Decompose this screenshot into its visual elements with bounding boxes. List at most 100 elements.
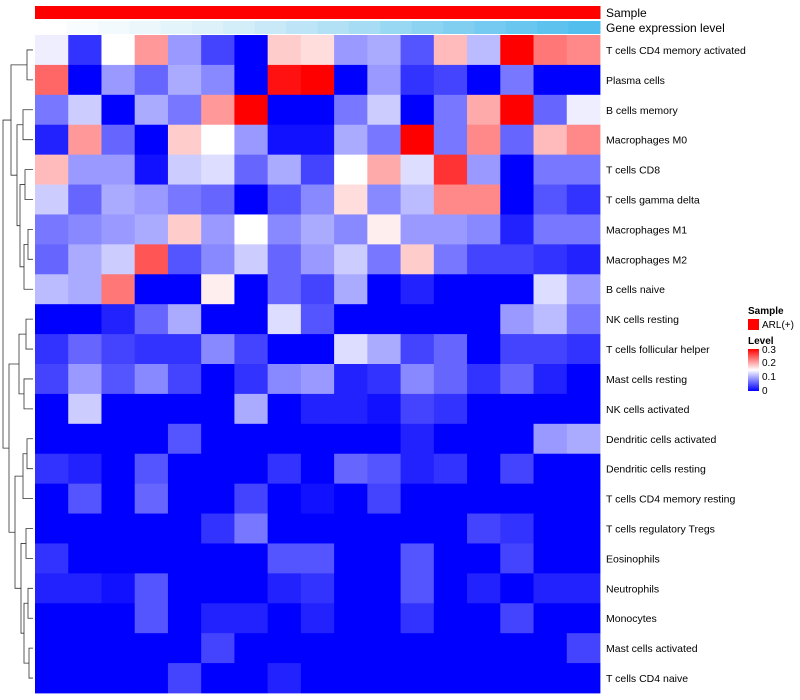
heatmap-cell: [500, 274, 534, 305]
heatmap-cell: [167, 663, 202, 694]
heatmap-cell: [68, 64, 102, 96]
heatmap-cell: [68, 154, 102, 185]
annotation-cell: [411, 21, 444, 34]
heatmap-cell: [433, 214, 468, 245]
annotation-cell: [317, 21, 350, 34]
heatmap-cell: [68, 184, 102, 215]
heatmap-cell: [566, 364, 601, 395]
heatmap-cell: [234, 513, 269, 544]
row-label: Dendritic cells resting: [606, 464, 706, 476]
heatmap-cell: [433, 304, 468, 335]
heatmap-cell: [400, 633, 435, 664]
heatmap-cell: [400, 573, 435, 604]
annotation-cell: [160, 21, 193, 34]
heatmap-cell: [267, 453, 302, 485]
heatmap-cell: [433, 453, 468, 485]
row-label: Monocytes: [606, 613, 657, 625]
heatmap-cell: [367, 364, 401, 395]
dendrogram-branch: [18, 333, 26, 395]
dendrogram-branch: [23, 378, 33, 410]
heatmap-cell: [334, 64, 368, 96]
heatmap-cell: [334, 513, 368, 544]
heatmap-cell: [68, 633, 102, 664]
heatmap-cell: [234, 35, 269, 66]
heatmap-cell: [467, 124, 501, 156]
heatmap-cell: [367, 184, 401, 215]
heatmap-cell: [500, 94, 534, 126]
heatmap-cell: [367, 274, 401, 305]
heatmap-cell: [433, 513, 468, 544]
heatmap-cell: [467, 274, 501, 305]
heatmap-cell: [134, 573, 169, 604]
heatmap-cell: [334, 423, 368, 455]
legend-level-title: Level: [748, 336, 774, 347]
heatmap-cell: [400, 543, 435, 574]
heatmap-cell: [400, 364, 435, 395]
heatmap-cell: [134, 453, 169, 485]
heatmap-cell: [467, 453, 501, 485]
heatmap-cell: [134, 603, 169, 634]
heatmap-cell: [533, 423, 568, 455]
heatmap-cell: [500, 573, 534, 604]
heatmap-cell: [500, 214, 534, 245]
heatmap-cell: [167, 244, 202, 275]
legend-sample-entry: ARL(+): [762, 320, 794, 331]
heatmap-cell: [334, 573, 368, 604]
heatmap-cell: [167, 334, 202, 365]
heatmap-cell: [400, 393, 435, 425]
heatmap-cell: [533, 94, 568, 126]
heatmap-cell: [300, 543, 335, 574]
heatmap-cell: [134, 543, 169, 574]
heatmap-cell: [101, 633, 136, 664]
heatmap-cell: [467, 64, 501, 96]
heatmap-cell: [167, 94, 202, 126]
heatmap-cell: [201, 513, 235, 544]
heatmap-cell: [234, 393, 269, 425]
heatmap-cell: [167, 364, 202, 395]
heatmap-cell: [500, 393, 534, 425]
heatmap-cell: [134, 513, 169, 544]
heatmap-cell: [467, 513, 501, 544]
heatmap-cell: [201, 543, 235, 574]
heatmap-cell: [267, 543, 302, 574]
heatmap-cell: [334, 35, 368, 66]
heatmap-cell: [101, 214, 136, 245]
heatmap-cell: [500, 513, 534, 544]
heatmap-cell: [300, 244, 335, 275]
heatmap-cell: [300, 453, 335, 485]
heatmap-cell: [300, 573, 335, 604]
heatmap-cell: [300, 35, 335, 66]
heatmap-cell: [533, 154, 568, 185]
heatmap-cell: [201, 334, 235, 365]
heatmap-cell: [500, 35, 534, 66]
heatmap-cell: [35, 633, 69, 664]
row-label: Macrophages M2: [606, 254, 687, 266]
heatmap-cell: [467, 603, 501, 634]
heatmap-cell: [35, 304, 69, 335]
heatmap-cell: [400, 334, 435, 365]
annotation-cell: [474, 21, 507, 34]
annotation-cell: [160, 6, 193, 19]
heatmap-cell: [234, 483, 269, 514]
heatmap-cell: [101, 603, 136, 634]
dendrogram-branch: [20, 543, 26, 634]
heatmap-cell: [68, 124, 102, 156]
heatmap-cell: [35, 154, 69, 185]
heatmap-cell: [267, 334, 302, 365]
heatmap-cell: [35, 94, 69, 126]
heatmap-cell: [35, 35, 69, 66]
heatmap-cell: [101, 124, 136, 156]
heatmap-cell: [500, 184, 534, 215]
heatmap-cell: [500, 124, 534, 156]
heatmap-cell: [533, 214, 568, 245]
heatmap-cell: [433, 633, 468, 664]
heatmap-cell: [167, 603, 202, 634]
heatmap-cell: [433, 423, 468, 455]
annotation-cell: [191, 6, 224, 19]
annotation-cell: [474, 6, 507, 19]
heatmap-cell: [433, 663, 468, 694]
heatmap-cell: [533, 543, 568, 574]
heatmap-cell: [400, 663, 435, 694]
annotation-cell: [537, 6, 570, 19]
